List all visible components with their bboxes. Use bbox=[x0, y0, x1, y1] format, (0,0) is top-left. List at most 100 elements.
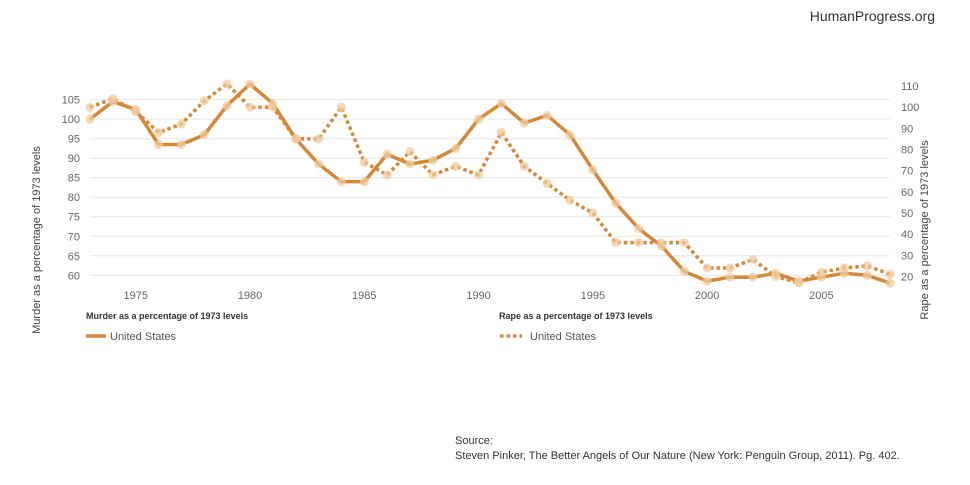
data-point-murder[interactable] bbox=[222, 101, 232, 111]
legend-title-murder: Murder as a percentage of 1973 levels bbox=[86, 311, 248, 321]
data-point-murder[interactable] bbox=[565, 130, 575, 140]
data-point-murder[interactable] bbox=[359, 177, 369, 187]
left-tick-label: 95 bbox=[68, 134, 80, 146]
source-text: Steven Pinker, The Better Angels of Our … bbox=[455, 450, 900, 462]
right-tick-label: 80 bbox=[901, 144, 913, 156]
data-point-rape[interactable] bbox=[679, 238, 689, 248]
x-tick-label: 2005 bbox=[809, 290, 833, 302]
data-point-rape[interactable] bbox=[268, 102, 278, 112]
legend: Murder as a percentage of 1973 levels Un… bbox=[86, 311, 653, 343]
data-point-rape[interactable] bbox=[176, 119, 186, 129]
data-point-rape[interactable] bbox=[862, 261, 872, 271]
data-point-rape[interactable] bbox=[656, 238, 666, 248]
data-point-rape[interactable] bbox=[451, 161, 461, 171]
left-tick-label: 100 bbox=[62, 114, 80, 126]
left-tick-label: 105 bbox=[62, 95, 80, 107]
data-point-rape[interactable] bbox=[885, 269, 895, 279]
data-point-rape[interactable] bbox=[542, 178, 552, 188]
data-point-rape[interactable] bbox=[588, 208, 598, 218]
data-point-rape[interactable] bbox=[816, 267, 826, 277]
right-tick-label: 40 bbox=[901, 229, 913, 241]
right-tick-label: 20 bbox=[901, 271, 913, 283]
data-point-murder[interactable] bbox=[405, 159, 415, 169]
left-tick-label: 75 bbox=[68, 212, 80, 224]
data-point-murder[interactable] bbox=[588, 165, 598, 175]
right-tick-label: 60 bbox=[901, 187, 913, 199]
data-point-murder[interactable] bbox=[496, 99, 506, 109]
left-tick-label: 70 bbox=[68, 231, 80, 243]
data-point-rape[interactable] bbox=[245, 102, 255, 112]
data-point-rape[interactable] bbox=[359, 157, 369, 167]
data-point-murder[interactable] bbox=[634, 223, 644, 233]
data-point-murder[interactable] bbox=[382, 149, 392, 159]
left-tick-label: 65 bbox=[68, 251, 80, 263]
data-point-rape[interactable] bbox=[108, 94, 118, 104]
brand-logo-text: HumanProgress.org bbox=[809, 8, 935, 24]
legend-label-rape[interactable]: United States bbox=[530, 331, 597, 343]
data-point-rape[interactable] bbox=[565, 195, 575, 205]
data-point-rape[interactable] bbox=[85, 102, 95, 112]
data-point-rape[interactable] bbox=[794, 278, 804, 288]
data-point-murder[interactable] bbox=[725, 272, 735, 282]
legend-label-murder[interactable]: United States bbox=[110, 331, 177, 343]
series-line-rape bbox=[89, 82, 891, 285]
x-tick-label: 1985 bbox=[352, 290, 376, 302]
right-tick-label: 50 bbox=[901, 208, 913, 220]
data-point-murder[interactable] bbox=[862, 270, 872, 280]
right-tick-label: 110 bbox=[901, 81, 919, 93]
source-note: Source: Steven Pinker, The Better Angels… bbox=[455, 434, 900, 464]
data-point-rape[interactable] bbox=[519, 161, 529, 171]
data-point-murder[interactable] bbox=[314, 159, 324, 169]
left-tick-label: 85 bbox=[68, 173, 80, 185]
left-tick-label: 80 bbox=[68, 192, 80, 204]
x-axis-ticks: 1975 1980 1985 1990 1995 2000 2005 bbox=[123, 290, 833, 302]
data-point-murder[interactable] bbox=[176, 140, 186, 150]
data-point-murder[interactable] bbox=[451, 143, 461, 153]
data-point-rape[interactable] bbox=[314, 134, 324, 144]
data-point-rape[interactable] bbox=[702, 263, 712, 273]
data-point-murder[interactable] bbox=[336, 177, 346, 187]
x-tick-label: 1990 bbox=[466, 290, 490, 302]
x-tick-label: 1995 bbox=[581, 290, 605, 302]
left-tick-label: 90 bbox=[68, 153, 80, 165]
data-point-rape[interactable] bbox=[634, 238, 644, 248]
data-point-murder[interactable] bbox=[519, 118, 529, 128]
right-tick-label: 90 bbox=[901, 123, 913, 135]
data-point-rape[interactable] bbox=[474, 170, 484, 180]
data-point-rape[interactable] bbox=[131, 106, 141, 116]
data-point-murder[interactable] bbox=[85, 114, 95, 124]
data-point-rape[interactable] bbox=[222, 79, 232, 89]
data-point-murder[interactable] bbox=[428, 155, 438, 165]
data-point-rape[interactable] bbox=[336, 102, 346, 112]
data-point-murder[interactable] bbox=[679, 266, 689, 276]
left-axis-title: Murder as a percentage of 1973 levels bbox=[31, 146, 43, 334]
line-chart: 60 65 70 75 80 85 90 95 100 105 20 30 40 50 60 70 80 90 1… bbox=[31, 79, 931, 343]
data-point-rape[interactable] bbox=[839, 263, 849, 273]
data-point-rape[interactable] bbox=[611, 238, 621, 248]
data-point-murder[interactable] bbox=[154, 140, 164, 150]
series-line-murder bbox=[88, 82, 891, 285]
data-point-rape[interactable] bbox=[748, 254, 758, 264]
data-point-rape[interactable] bbox=[725, 263, 735, 273]
data-point-murder[interactable] bbox=[702, 276, 712, 286]
right-tick-label: 70 bbox=[901, 166, 913, 178]
data-point-rape[interactable] bbox=[291, 134, 301, 144]
left-axis-ticks: 60 65 70 75 80 85 90 95 100 105 bbox=[62, 95, 80, 283]
data-point-rape[interactable] bbox=[428, 170, 438, 180]
data-point-murder[interactable] bbox=[199, 130, 209, 140]
data-point-murder[interactable] bbox=[245, 79, 255, 89]
data-point-rape[interactable] bbox=[771, 271, 781, 281]
data-point-murder[interactable] bbox=[748, 272, 758, 282]
data-point-rape[interactable] bbox=[496, 128, 506, 138]
legend-title-rape: Rape as a percentage of 1973 levels bbox=[499, 311, 653, 321]
data-point-murder[interactable] bbox=[611, 198, 621, 208]
data-point-rape[interactable] bbox=[382, 170, 392, 180]
data-point-murder[interactable] bbox=[885, 278, 895, 288]
data-point-murder[interactable] bbox=[542, 110, 552, 120]
data-point-rape[interactable] bbox=[154, 128, 164, 138]
series-lines bbox=[88, 82, 891, 285]
data-point-murder[interactable] bbox=[474, 114, 484, 124]
data-point-rape[interactable] bbox=[405, 147, 415, 157]
data-point-rape[interactable] bbox=[199, 96, 209, 106]
series-markers bbox=[85, 79, 895, 288]
